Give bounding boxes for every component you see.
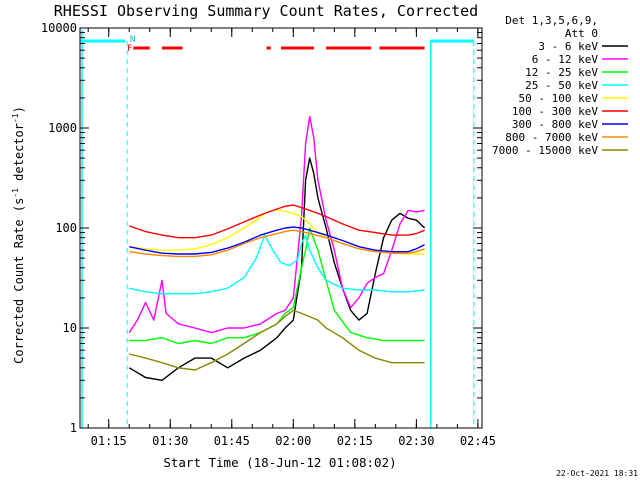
annotation-n: N (130, 35, 135, 45)
series-layer (128, 115, 426, 381)
series-line-3 (129, 234, 425, 295)
x-tick-label-6: 02:45 (460, 434, 496, 448)
y-tick-label-1: 10 (63, 321, 77, 335)
legend-label-4: 50 - 100 keV (519, 92, 599, 105)
y-tick-label-2: 100 (55, 221, 77, 235)
axis-ticks: 1 10 100 1000 10000 01:15 01:30 01:45 02:00 02:15… (41, 21, 496, 448)
legend-header-1: Att 0 (565, 27, 598, 40)
legend-label-2: 12 - 25 keV (525, 66, 598, 79)
chart-title: RHESSI Observing Summary Count Rates, Co… (54, 2, 478, 20)
legend-label-3: 25 - 50 keV (525, 79, 598, 92)
y-axis-label: Corrected Count Rate (s-1 detector-1) (11, 106, 26, 364)
observing-state-marks (80, 30, 475, 428)
plot-area (80, 30, 475, 428)
x-tick-label-0: 01:15 (91, 434, 127, 448)
series-line-8 (129, 309, 425, 371)
y-tick-label-4: 10000 (41, 21, 77, 35)
x-tick-label-1: 01:30 (152, 434, 188, 448)
x-tick-label-4: 02:15 (337, 434, 373, 448)
x-tick-label-3: 02:00 (275, 434, 311, 448)
legend-label-8: 7000 - 15000 keV (492, 144, 598, 157)
y-tick-label-3: 1000 (48, 121, 77, 135)
series-line-7 (129, 229, 425, 258)
x-axis-label: Start Time (18-Jun-12 01:08:02) (163, 455, 396, 470)
legend-label-0: 3 - 6 keV (538, 40, 598, 53)
x-tick-label-2: 01:45 (214, 434, 250, 448)
series-line-5 (128, 204, 425, 239)
legend-label-1: 6 - 12 keV (532, 53, 599, 66)
legend-header-0: Det 1,3,5,6,9, (505, 14, 598, 27)
timestamp: 22-Oct-2021 18:31 (556, 469, 638, 478)
legend-label-5: 100 - 300 keV (512, 105, 598, 118)
y-tick-label-0: 1 (70, 421, 77, 435)
series-line-6 (129, 226, 425, 255)
annotation-f: F (127, 44, 132, 54)
x-tick-label-5: 02:30 (398, 434, 434, 448)
series-line-1 (128, 115, 425, 334)
legend-label-6: 300 - 800 keV (512, 118, 598, 131)
series-line-2 (129, 227, 425, 345)
legend-label-7: 800 - 7000 keV (505, 131, 598, 144)
